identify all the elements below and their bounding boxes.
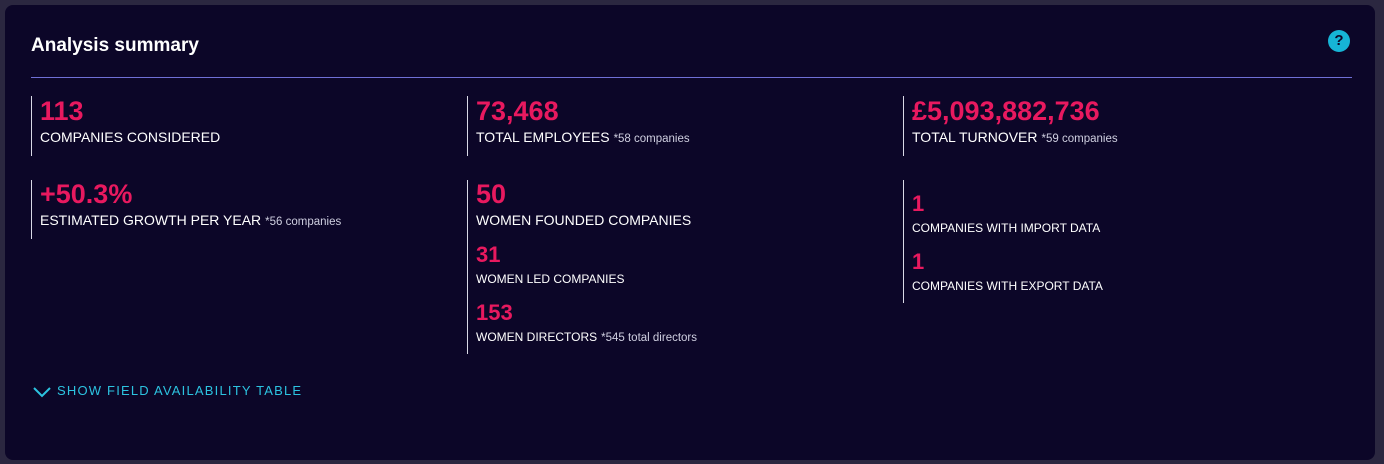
stat-value: 113: [40, 96, 84, 126]
title: Analysis summary: [31, 35, 199, 56]
stat-label-text: COMPANIES WITH IMPORT DATA: [912, 221, 1101, 235]
toggle-text: SHOW FIELD AVAILABILITY TABLE: [57, 383, 303, 398]
field-table-toggle[interactable]: SHOW FIELD AVAILABILITY TABLE: [33, 382, 302, 400]
stat-label-text: ESTIMATED GROWTH PER YEAR: [40, 212, 262, 228]
stat-label-text: COMPANIES CONSIDERED: [40, 129, 221, 145]
stat-value: 153: [476, 300, 513, 325]
stat-border: [467, 96, 468, 156]
divider: [31, 77, 1352, 78]
stat-label: WOMEN LED COMPANIES: [476, 271, 624, 287]
stat-border: [903, 96, 904, 156]
stat-border: [31, 180, 32, 239]
stat-label-text: WOMEN LED COMPANIES: [476, 272, 625, 286]
stat-label-text: WOMEN FOUNDED COMPANIES: [476, 212, 692, 228]
stat-border: [31, 96, 32, 156]
summary-card: [5, 5, 1375, 460]
stat-label: TOTAL TURNOVER *59 companies: [912, 128, 1118, 148]
stat-value: 1: [912, 191, 925, 216]
stat-label: COMPANIES WITH IMPORT DATA: [912, 220, 1100, 236]
stat-label: COMPANIES WITH EXPORT DATA: [912, 278, 1103, 294]
stat-label-text: TOTAL EMPLOYEES: [476, 129, 610, 145]
stat-label: ESTIMATED GROWTH PER YEAR *56 companies: [40, 211, 341, 231]
stat-note: *56 companies: [265, 216, 342, 228]
stat-value: +50.3%: [40, 179, 133, 209]
help-button[interactable]: ?: [1328, 30, 1350, 52]
stat-value: 50: [476, 179, 507, 209]
chevron-icon: [33, 386, 51, 397]
stat-label-text: WOMEN DIRECTORS: [476, 330, 598, 344]
stat-value: 1: [912, 249, 925, 274]
stat-note: *545 total directors: [601, 332, 698, 344]
stat-note: *59 companies: [1041, 133, 1118, 145]
stat-label: COMPANIES CONSIDERED: [40, 128, 220, 146]
stat-border: [467, 180, 468, 354]
stat-border: [903, 180, 904, 303]
stat-label: WOMEN FOUNDED COMPANIES: [476, 211, 691, 229]
stat-label: TOTAL EMPLOYEES *58 companies: [476, 128, 690, 148]
stat-label: WOMEN DIRECTORS *545 total directors: [476, 329, 697, 346]
stat-value: 31: [476, 242, 501, 267]
stat-note: *58 companies: [613, 133, 690, 145]
stat-label-text: COMPANIES WITH EXPORT DATA: [912, 279, 1103, 293]
stat-value: 73,468: [476, 96, 559, 126]
stat-label-text: TOTAL TURNOVER: [912, 129, 1038, 145]
stat-value: £5,093,882,736: [912, 96, 1100, 126]
